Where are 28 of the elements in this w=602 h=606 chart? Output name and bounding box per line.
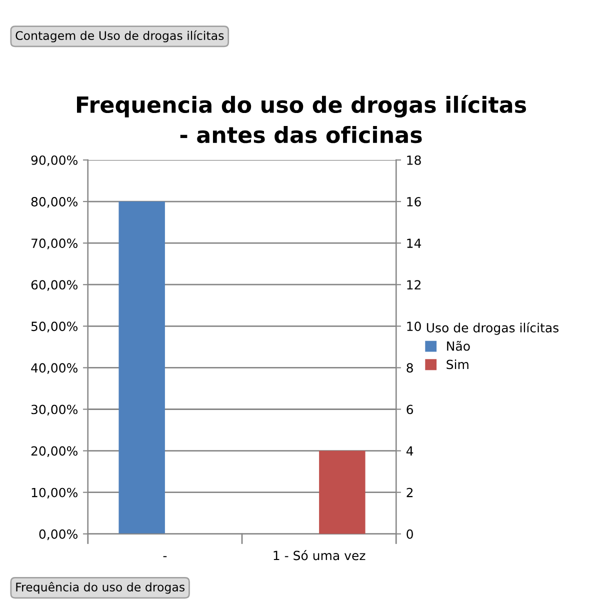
- x-tick-label: 1 - Só uma vez: [274, 550, 366, 560]
- chart-title: Frequencia do uso de drogas ilícitas - antes das oficinas: [76, 94, 526, 144]
- y2-tick-label: 12: [407, 280, 420, 290]
- text: Contagem de Uso de drogas ilícitas: [16, 30, 224, 42]
- y2-tick-label: 14: [407, 238, 422, 248]
- y2-tick-label: 16: [407, 197, 421, 206]
- y-tick-label: 60,00%: [31, 280, 78, 291]
- y-tick-label: 80,00%: [31, 197, 78, 208]
- y2-tick-label: 18: [407, 155, 421, 165]
- y-tick-label: 20,00%: [31, 446, 78, 457]
- y2-tick-label: 8: [406, 363, 413, 373]
- y2-tick-label: 2: [406, 488, 413, 498]
- y2-tick-label: 6: [406, 404, 414, 414]
- y2-tick-label: 10: [407, 322, 421, 332]
- y2-tick-label: 4: [406, 446, 414, 456]
- y-tick-label: 90,00%: [31, 155, 78, 166]
- y-tick-label: 30,00%: [31, 404, 78, 416]
- legend-title: Uso de drogas ilícitas: [426, 322, 558, 335]
- legend-label: Sim: [446, 359, 468, 370]
- y-tick-label: 50,00%: [31, 322, 78, 332]
- y-tick-label: 10,00%: [32, 488, 78, 499]
- y-tick-label: 70,00%: [32, 238, 78, 250]
- legend-label: Não: [447, 340, 470, 351]
- y2-tick-label: 0: [406, 529, 413, 539]
- text: Frequência do uso de drogas: [16, 582, 185, 594]
- y-tick-label: 40,00%: [31, 363, 78, 374]
- x-tick-label: -: [163, 556, 167, 558]
- y-tick-label: 0,00%: [39, 529, 78, 540]
